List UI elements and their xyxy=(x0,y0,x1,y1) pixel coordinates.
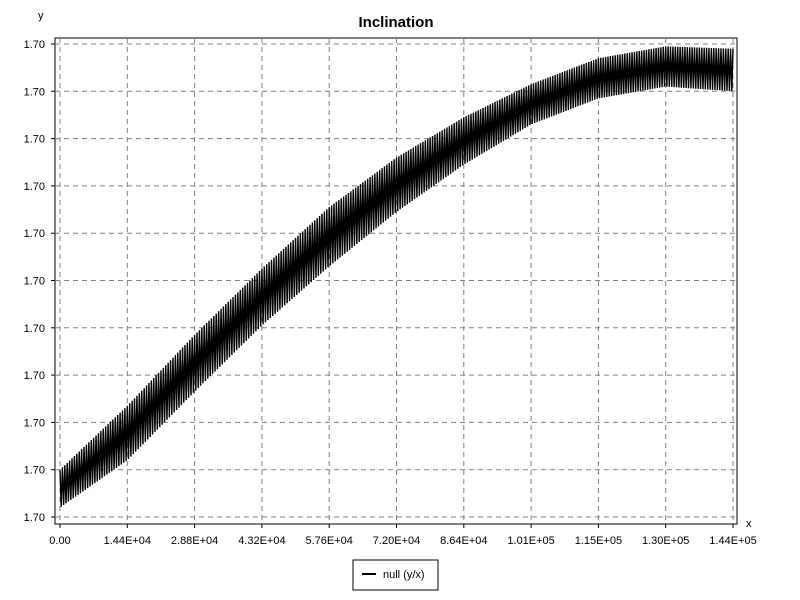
y-tick-label-8: 1.70 xyxy=(24,134,45,146)
y-tick-label-4: 1.70 xyxy=(24,323,45,335)
grid-lines xyxy=(55,38,737,524)
y-tick-label-2: 1.70 xyxy=(24,417,45,429)
legend: null (y/x) xyxy=(352,559,439,591)
chart-title: Inclination xyxy=(359,14,434,31)
series-layer xyxy=(59,46,734,507)
x-tick-label-2: 2.88E+04 xyxy=(171,535,218,547)
x-tick-label-4: 5.76E+04 xyxy=(305,535,352,547)
y-tick-label-10: 1.70 xyxy=(24,39,45,51)
legend-series-label: null (y/x) xyxy=(383,569,425,581)
x-tick-label-6: 8.64E+04 xyxy=(440,535,487,547)
x-tick-label-7: 1.01E+05 xyxy=(507,535,554,547)
y-tick-label-1: 1.70 xyxy=(24,465,45,477)
y-tick-label-0: 1.70 xyxy=(24,512,45,524)
y-tick-label-6: 1.70 xyxy=(24,228,45,240)
x-tick-label-5: 7.20E+04 xyxy=(373,535,420,547)
y-tick-label-3: 1.70 xyxy=(24,370,45,382)
legend-box xyxy=(352,559,439,591)
x-tick-label-3: 4.32E+04 xyxy=(238,535,285,547)
y-tick-label-5: 1.70 xyxy=(24,276,45,288)
y-axis-ticks: 1.70 1.70 1.70 1.70 1.70 1.70 1.70 1.70 1.70 1.70… xyxy=(24,39,55,524)
y-tick-label-9: 1.70 xyxy=(24,86,45,98)
y-axis-label: y xyxy=(38,10,44,22)
x-axis-ticks: 0.00 1.44E+04 2.88E+04 4.32E+04 5.76E+04 7.20… xyxy=(49,524,757,547)
y-tick-label-7: 1.70 xyxy=(24,181,45,193)
x-tick-label-10: 1.44E+05 xyxy=(709,535,756,547)
series-line-null xyxy=(59,46,734,507)
x-tick-label-1: 1.44E+04 xyxy=(104,535,151,547)
x-tick-label-8: 1.15E+05 xyxy=(575,535,622,547)
x-tick-label-9: 1.30E+05 xyxy=(642,535,689,547)
x-axis-label: x xyxy=(746,518,752,530)
x-tick-label-0: 0.00 xyxy=(49,535,70,547)
